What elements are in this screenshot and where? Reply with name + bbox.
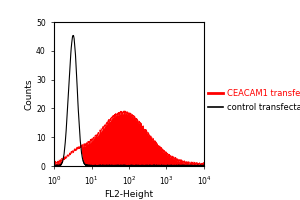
Legend: CEACAM1 transfectant, control transfectant: CEACAM1 transfectant, control transfecta… xyxy=(208,88,300,112)
Y-axis label: Counts: Counts xyxy=(24,78,33,110)
X-axis label: FL2-Height: FL2-Height xyxy=(104,190,154,199)
